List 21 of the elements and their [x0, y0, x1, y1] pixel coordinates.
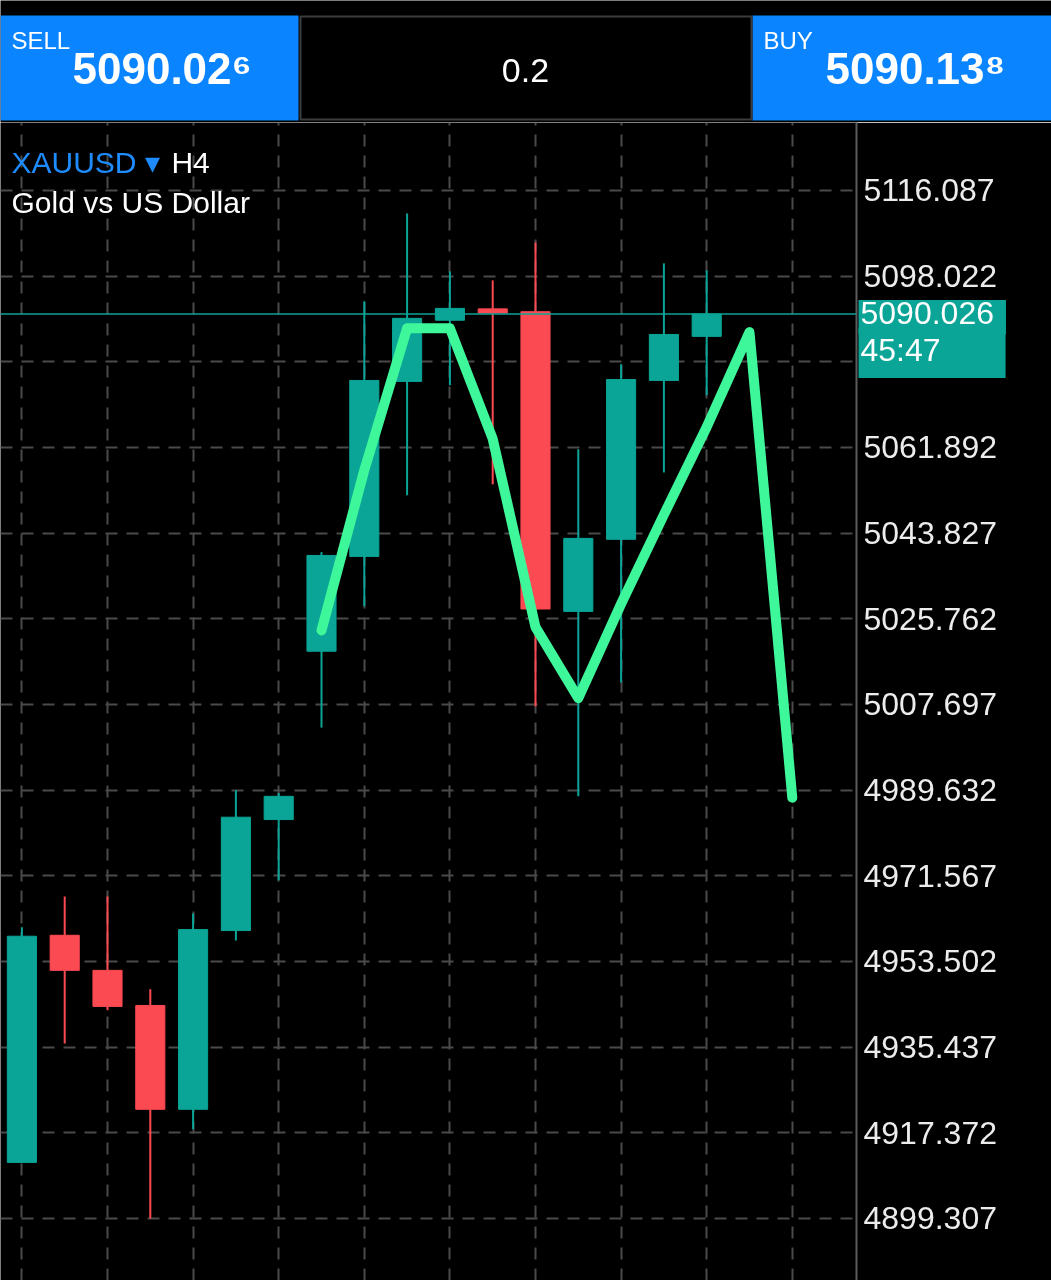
y-tick-label: 4917.372: [863, 1114, 997, 1151]
text: 0.2: [501, 51, 550, 89]
y-tick-label: 4953.502: [863, 943, 997, 980]
y-tick-label: 4935.437: [863, 1029, 997, 1066]
y-tick-label: 4971.567: [863, 857, 997, 894]
ref-line-label: 5090.026: [860, 294, 994, 331]
text: 5090.13⁸: [825, 44, 1006, 93]
y-tick-label: 5098.022: [863, 258, 997, 295]
y-tick-label: 5061.892: [863, 429, 997, 466]
y-tick-label: 4899.307: [863, 1200, 997, 1237]
text: XAUUSD ▾ H4: [11, 146, 210, 179]
text: Gold vs US Dollar: [11, 186, 250, 219]
y-tick-label: 5116.087: [863, 172, 995, 209]
text: 45:47: [860, 331, 941, 368]
text: 5090.02⁶: [72, 44, 252, 93]
y-tick-label: 5007.697: [863, 686, 997, 723]
y-tick-label: 4989.632: [863, 772, 997, 809]
text: SELL: [11, 27, 71, 54]
y-tick-label: 5025.762: [863, 600, 997, 637]
y-tick-label: 5043.827: [863, 515, 997, 552]
text: BUY: [763, 27, 813, 54]
